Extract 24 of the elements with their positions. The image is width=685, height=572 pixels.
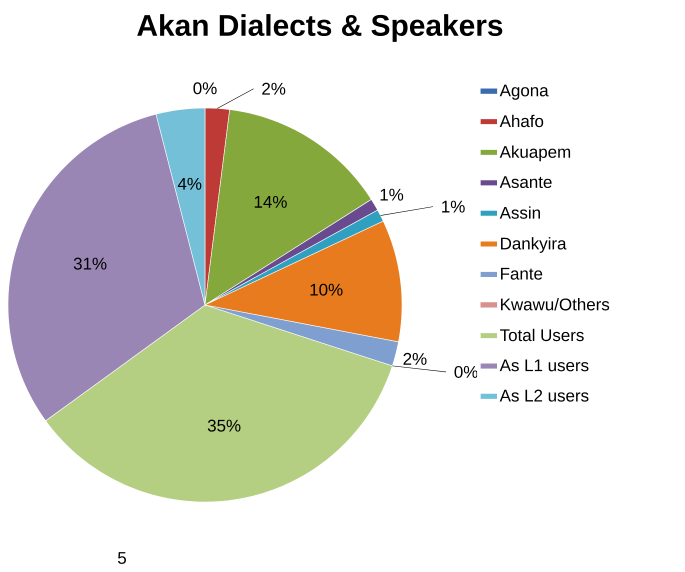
data-label: 1%	[380, 188, 404, 201]
legend-label: As L2 users	[500, 390, 588, 402]
data-label: 1%	[442, 200, 465, 213]
legend-label: Ahafo	[500, 114, 544, 128]
legend-label: As L1 users	[500, 360, 588, 372]
data-label: 10%	[310, 284, 343, 296]
data-label: 2%	[404, 352, 427, 365]
data-label: 14%	[254, 196, 287, 208]
data-label: 2%	[262, 82, 286, 95]
legend-label: Agona	[500, 84, 549, 100]
legend-label: Assin	[500, 206, 540, 219]
text: 0%	[454, 366, 478, 378]
data-label: 4%	[178, 178, 202, 190]
text: 5	[118, 552, 126, 564]
chart-title: Akan Dialects & Speakers	[137, 14, 502, 42]
data-label: 31%	[74, 258, 106, 270]
legend-label: Dankyira	[501, 237, 566, 253]
legend-label: Fante	[501, 268, 542, 280]
legend-label: Total Users	[500, 328, 584, 342]
legend-label: Kwawu/Others	[501, 298, 610, 310]
data-label: 35%	[208, 420, 240, 432]
legend-label: Asante	[500, 176, 552, 188]
legend-label: Akuapem	[500, 145, 570, 162]
text: 0%	[193, 82, 217, 94]
